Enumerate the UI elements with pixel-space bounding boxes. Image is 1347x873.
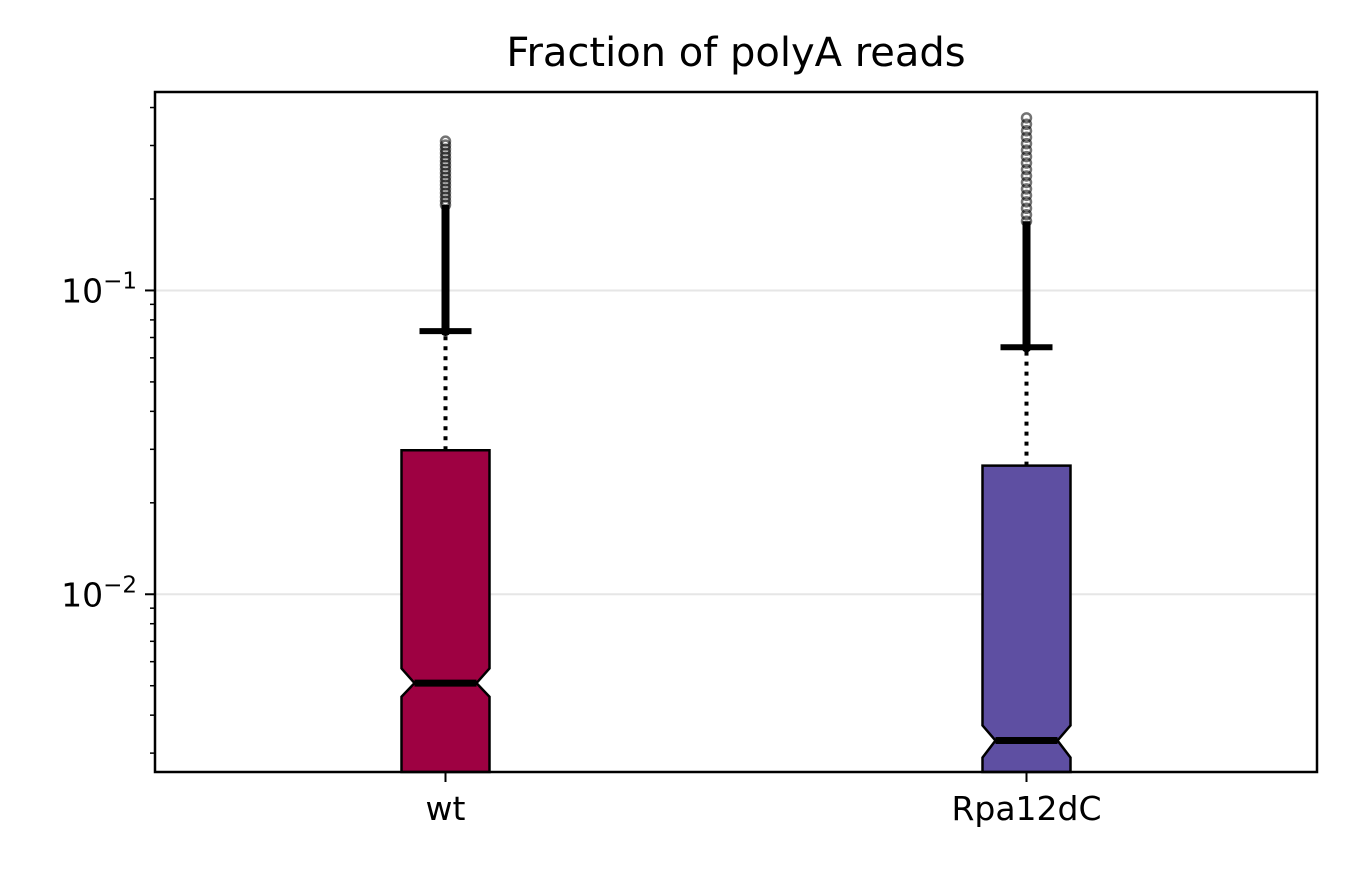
x-tick-label: Rpa12dC [951, 789, 1101, 828]
box-body [981, 464, 1072, 774]
y-axis: 10−1 10−2 [61, 106, 155, 754]
box-Rpa12dC [981, 112, 1072, 774]
outlier-point [1020, 144, 1033, 156]
box-group [400, 112, 1072, 774]
outlier-point [1020, 112, 1033, 124]
grid-lines [155, 289, 1317, 596]
outlier-point [440, 326, 451, 337]
outlier-point [1020, 157, 1033, 169]
x-tick-label: wt [426, 789, 466, 828]
outlier-point [1020, 176, 1033, 189]
outlier-point [1020, 189, 1033, 202]
outlier-point [1020, 118, 1033, 131]
chart-title: Fraction of polyA reads [506, 30, 965, 76]
y-tick-label: 10−2 [61, 572, 137, 614]
outlier-point [439, 135, 452, 147]
box-wt [400, 135, 491, 774]
outlier-column [441, 205, 450, 332]
outlier-point [1020, 183, 1033, 195]
x-axis: wt Rpa12dC [426, 772, 1102, 828]
outlier-point [1020, 125, 1033, 137]
plot-frame [153, 90, 1319, 774]
outlier-point [1020, 137, 1033, 150]
outlier-point [1021, 342, 1032, 353]
outlier-point [1020, 196, 1033, 208]
outlier-point [439, 139, 452, 151]
outlier-point [1020, 209, 1033, 221]
outlier-point [1020, 163, 1033, 176]
outlier-point [1020, 170, 1033, 182]
outlier-point [1020, 202, 1033, 215]
y-tick-label: 10−1 [61, 268, 137, 310]
box-body [400, 448, 491, 774]
outlier-column [1022, 221, 1031, 348]
outlier-point [1020, 215, 1033, 227]
outlier-point [1020, 131, 1033, 143]
outlier-point [1020, 150, 1033, 163]
